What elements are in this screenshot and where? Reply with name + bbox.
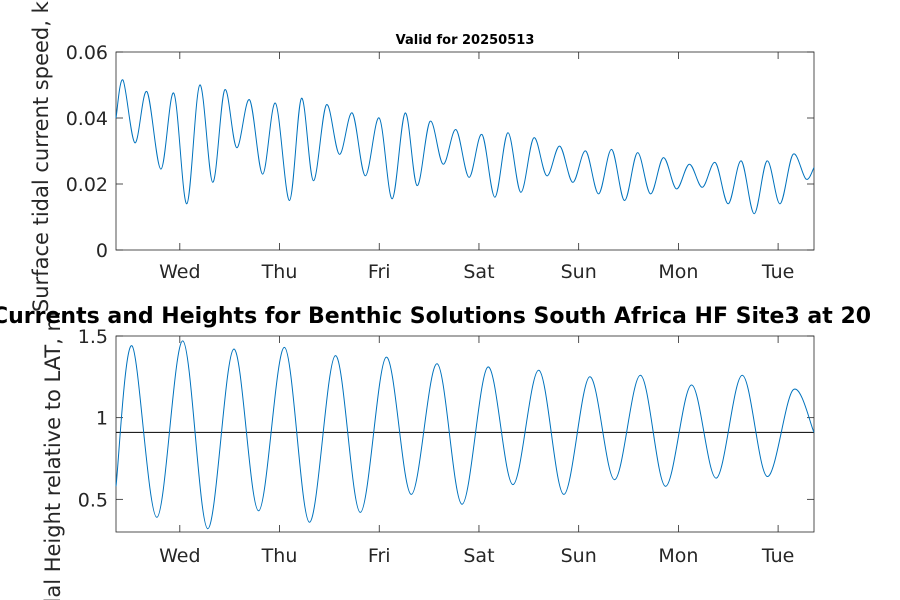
current-speed-series-line	[115, 79, 815, 215]
current-speed-title: Valid for 20250513	[396, 33, 535, 48]
current-speed-axes: 0 0.02 0.04 0.06 Wed Thu Fri Sat Sun Mon Tue Vali…	[29, 0, 815, 312]
figure-title: Currents and Heights for Benthic Solutio…	[0, 304, 871, 329]
tidal-height-x-tick-label: Thu	[261, 545, 298, 567]
current-speed-x-tick-label: Sun	[561, 261, 597, 283]
current-speed-y-tick-label: 0	[96, 240, 108, 262]
current-speed-x-tick-label: Sat	[463, 261, 494, 283]
current-speed-x-tick-label: Tue	[761, 261, 794, 283]
tidal-height-y-ticks: 0.5 1 1.5	[78, 326, 814, 511]
current-speed-y-tick-label: 0.02	[66, 174, 108, 196]
tidal-height-x-tick-label: Mon	[658, 545, 698, 567]
current-speed-plot-area	[115, 51, 815, 251]
current-speed-y-tick-label: 0.06	[66, 42, 108, 64]
current-speed-x-ticks: Wed Thu Fri Sat Sun Mon Tue	[159, 52, 794, 283]
tidal-height-x-tick-label: Wed	[159, 545, 200, 567]
tidal-height-y-tick-label: 1.5	[78, 326, 108, 348]
current-speed-x-tick-label: Thu	[261, 261, 298, 283]
tidal-height-axes: 0.5 1 1.5 Wed Thu Fri Sat Sun Mon Tue Tidal Heig…	[41, 311, 815, 600]
tidal-height-x-tick-label: Fri	[368, 545, 391, 567]
current-speed-x-tick-label: Wed	[159, 261, 200, 283]
current-speed-x-tick-label: Fri	[368, 261, 391, 283]
current-speed-y-label: Surface tidal current speed, kn	[29, 0, 53, 312]
tidal-height-x-tick-label: Sun	[561, 545, 597, 567]
tidal-height-series-line	[115, 340, 815, 530]
tidal-height-x-tick-label: Tue	[761, 545, 794, 567]
tidal-height-x-ticks: Wed Thu Fri Sat Sun Mon Tue	[159, 336, 794, 567]
tidal-height-y-tick-label: 0.5	[78, 489, 108, 511]
current-speed-y-tick-label: 0.04	[66, 108, 108, 130]
tidal-height-y-tick-label: 1	[96, 408, 108, 430]
current-speed-y-ticks: 0 0.02 0.04 0.06	[66, 42, 814, 262]
tidal-height-plot-area	[115, 335, 815, 533]
current-speed-x-tick-label: Mon	[658, 261, 698, 283]
tidal-height-x-tick-label: Sat	[463, 545, 494, 567]
tidal-height-y-label: Tidal Height relative to LAT, m	[41, 311, 65, 600]
